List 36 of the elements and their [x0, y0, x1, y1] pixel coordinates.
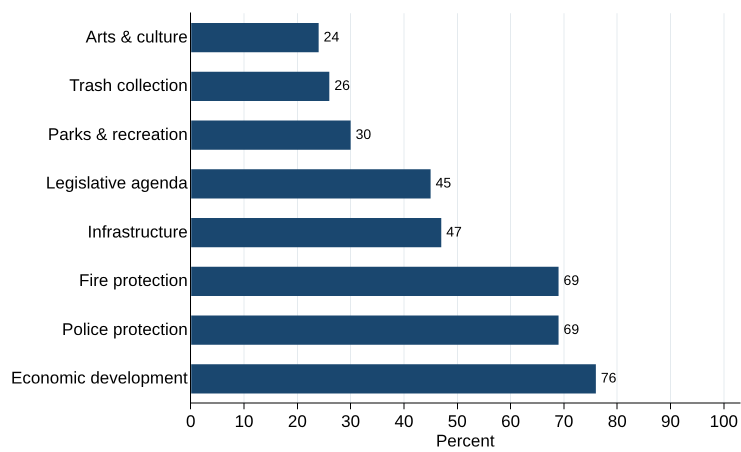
data-label: 69	[564, 272, 580, 288]
bar	[191, 120, 351, 150]
y-tick-label: Legislative agenda	[46, 174, 188, 193]
bar	[191, 315, 559, 345]
bar	[191, 22, 319, 52]
data-label: 30	[356, 126, 372, 142]
x-tick-label: 60	[501, 412, 520, 432]
bar	[191, 364, 596, 394]
data-label: 26	[334, 77, 350, 94]
x-tick-label: 90	[661, 412, 680, 432]
x-tick-label: 40	[394, 412, 414, 432]
x-tick-label: 20	[288, 412, 307, 432]
y-tick-label: Police protection	[62, 320, 188, 339]
y-tick-label: Fire protection	[79, 271, 188, 290]
y-tick-label: Parks & recreation	[48, 124, 188, 144]
y-tick-label: Infrastructure	[88, 222, 188, 242]
x-tick-label: 100	[710, 412, 738, 432]
data-label: 76	[600, 370, 617, 386]
data-label: 69	[564, 320, 580, 337]
data-label: 24	[324, 28, 340, 44]
y-tick-label: Arts & culture	[86, 27, 188, 46]
data-label: 45	[436, 174, 452, 191]
bar	[191, 72, 330, 101]
x-tick-label: 30	[341, 412, 360, 432]
x-axis-title: Percent	[436, 431, 495, 450]
x-tick-label: 0	[186, 412, 196, 432]
x-tick-label: 50	[448, 412, 467, 432]
x-tick-label: 80	[608, 412, 627, 432]
x-tick-label: 70	[554, 412, 574, 432]
bar	[191, 218, 442, 248]
x-tick-label: 10	[234, 412, 254, 432]
bar	[191, 169, 431, 198]
y-tick-label: Trash collection	[69, 76, 188, 96]
data-label: 47	[446, 223, 462, 240]
bar	[191, 266, 559, 296]
y-tick-label: Economic development	[10, 368, 188, 388]
